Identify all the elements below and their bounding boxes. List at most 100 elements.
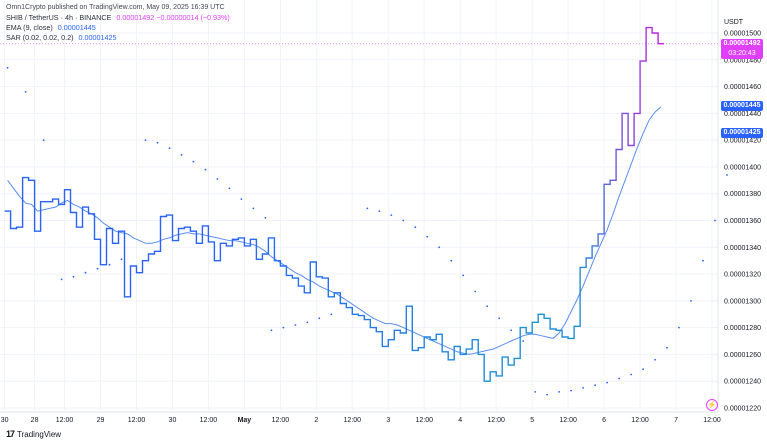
sar-dot [654,358,656,361]
x-tick-label: 12:00 [487,417,505,424]
sar-dot [726,174,728,176]
x-tick-label: 30 [1,417,9,424]
sar-dot [714,219,716,222]
y-tick-label: 0.00001400 [724,164,761,171]
y-tick-label: 0.00001260 [724,352,761,359]
candle-countdown: 03:20:43 [728,50,756,57]
sar-dot [366,207,369,210]
sar-dot [618,377,620,380]
legend-symbol[interactable]: SHIB / TetherUS · 4h · BINANCE 0.0000149… [6,13,230,23]
sar-dot [474,290,477,293]
sar-dot [168,147,171,150]
sar-dot [96,267,99,270]
sar-dot [216,178,219,180]
tradingview-logo[interactable]: 17 TradingView [6,429,61,439]
currency-label[interactable]: USDT [724,19,744,26]
sar-dot [24,91,27,93]
legend-sar[interactable]: SAR (0.02, 0.02, 0.2) 0.00001425 [6,33,117,43]
legend-ema-label: EMA (9, close) [6,23,53,32]
sar-dot [498,317,501,320]
sar-dot [462,274,465,277]
y-tick-label: 0.00001320 [724,272,761,279]
last-price-box: 0.00001492 03:20:43 [721,39,763,59]
sar-dot [6,66,9,69]
lightning-icon[interactable]: ⚡ [706,399,718,411]
sar-dot [426,235,429,238]
sar-dot [678,326,680,329]
sar-dot [252,207,255,210]
x-tick-label: 29 [97,417,105,424]
sar-dot [642,368,644,371]
sar-dot [108,263,111,266]
sar-dot [192,160,195,163]
sar-dot [486,305,489,308]
sar-dot [180,154,183,156]
x-tick-label: 12:00 [344,417,362,424]
sar-dot [582,387,584,389]
x-tick-label: 12:00 [631,417,649,424]
x-tick-label: 12:00 [56,417,74,424]
y-tick-label: 0.00001420 [724,138,761,145]
sar-price-box: 0.00001425 [721,128,763,138]
sar-dot [72,275,75,278]
sar-dot [318,317,321,320]
sar-dot [702,259,704,262]
sar-dot [240,198,243,201]
sar-dot [522,340,525,342]
ema-series-line [7,106,662,355]
tradingview-wordmark: TradingView [17,429,62,439]
sar-dot [144,139,147,142]
sar-dot [264,216,267,219]
x-tick-label: 5 [530,417,534,424]
y-tick-label: 0.00001500 [724,31,761,38]
sar-dot [42,139,45,142]
legend-ema[interactable]: EMA (9, close) 0.00001445 [6,23,96,33]
x-tick-label: 12:00 [415,417,433,424]
sar-dot [330,313,333,316]
sar-dot [156,141,159,144]
sar-dot [690,300,692,302]
x-tick-label: 12:00 [703,417,721,424]
sar-dot [228,187,231,190]
last-price-value: 0.00001492 [723,40,761,47]
y-tick-label: 0.00001340 [724,245,761,252]
y-tick-label: 0.00001240 [724,379,761,386]
legend-ema-value: 0.00001445 [57,23,96,32]
y-tick-label: 0.00001480 [724,57,761,64]
x-tick-label: 12:00 [272,417,290,424]
x-tick-label: May [238,417,252,424]
legend-sar-label: SAR (0.02, 0.02, 0.2) [6,33,74,42]
x-tick-label: 3 [386,417,390,424]
sar-dot [120,258,123,261]
x-tick-label: 28 [31,417,39,424]
sar-dot [438,246,441,249]
legend-sar-value: 0.00001425 [78,33,117,42]
sar-dot [450,259,453,262]
x-tick-label: 30 [169,417,177,424]
sar-dot [546,393,548,396]
y-tick-label: 0.00001440 [724,111,761,118]
y-tick-label: 0.00001280 [724,325,761,332]
price-step-line [4,26,664,382]
sar-dot [294,324,297,326]
y-tick-label: 0.00001460 [724,84,761,91]
x-tick-label: 12:00 [200,417,218,424]
sar-dot [414,226,417,229]
sar-dot [630,373,632,376]
sar-dot [390,214,393,217]
sar-dot [84,271,87,274]
sar-dot [534,391,537,393]
ema-price-box: 0.00001445 [721,101,763,111]
x-tick-label: 2 [314,417,318,424]
sar-dot [60,278,63,281]
x-tick-label: 12:00 [559,417,577,424]
x-tick-label: 7 [674,417,678,424]
sar-dot [558,391,560,393]
sar-dot [204,168,207,171]
sar-dot [402,219,405,222]
sar-dot [378,210,381,213]
sar-dot [606,381,608,384]
y-tick-label: 0.00001220 [724,406,761,413]
y-tick-label: 0.00001380 [724,191,761,198]
